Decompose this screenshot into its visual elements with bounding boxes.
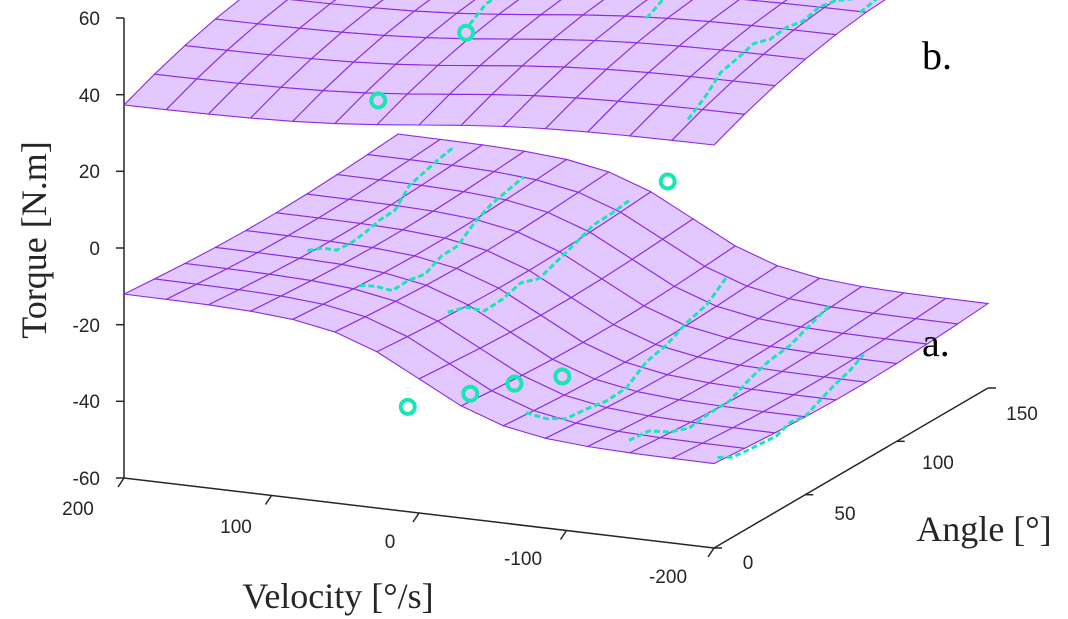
velocity-axis-label: Velocity [°/s]	[242, 576, 433, 616]
measured-trace	[628, 304, 832, 442]
velocity-tick-label: 100	[220, 517, 252, 538]
surface-patch	[122, 278, 199, 300]
angle-tick-label: 0	[743, 553, 754, 574]
measured-trace	[447, 198, 632, 314]
measured-trace	[525, 276, 728, 421]
measured-data-a	[307, 146, 865, 459]
measured-marker	[505, 374, 524, 393]
z-ticks: 60 40 20 0 -20 -40 -60	[73, 9, 124, 490]
surface-a-label: a.	[922, 320, 950, 365]
measured-marker	[369, 91, 388, 110]
z-tick-label: -60	[73, 469, 100, 490]
z-tick-label: 0	[89, 239, 100, 260]
z-axis-label: Torque [N.m]	[14, 141, 54, 338]
measured-marker	[457, 23, 476, 42]
measured-trace	[359, 175, 525, 293]
velocity-ticks: 200 100 0 -100 -200	[62, 477, 715, 588]
measured-marker	[553, 367, 572, 386]
velocity-tick-label: 200	[62, 499, 94, 520]
z-tick-label: -40	[73, 392, 100, 413]
surface-a	[122, 133, 990, 465]
z-tick-label: 20	[79, 162, 100, 183]
velocity-tick-label: -200	[649, 567, 687, 588]
angle-tick-label: 150	[1006, 404, 1038, 425]
measured-marker	[461, 384, 480, 403]
angle-ticks: 0 50 100 150	[714, 387, 1038, 574]
angle-axis-label: Angle [°]	[916, 509, 1051, 549]
z-tick-label: -20	[73, 316, 100, 337]
measured-trace	[717, 353, 865, 459]
measured-data-b	[369, 0, 878, 121]
velocity-tick-label: -100	[504, 549, 542, 570]
velocity-tick-label: 0	[385, 532, 396, 553]
surface-patch	[122, 73, 198, 111]
z-tick-label: 60	[79, 9, 100, 30]
measured-marker	[398, 397, 417, 416]
measured-trace	[686, 0, 853, 121]
surface-b-label: b.	[922, 33, 952, 78]
angle-axis-line	[713, 387, 989, 549]
z-tick-label: 40	[79, 86, 100, 107]
measured-marker	[658, 172, 677, 191]
angle-tick-label: 100	[922, 453, 954, 474]
angle-tick-label: 50	[834, 504, 855, 525]
surface-b	[122, 0, 886, 146]
measured-trace	[307, 146, 455, 253]
